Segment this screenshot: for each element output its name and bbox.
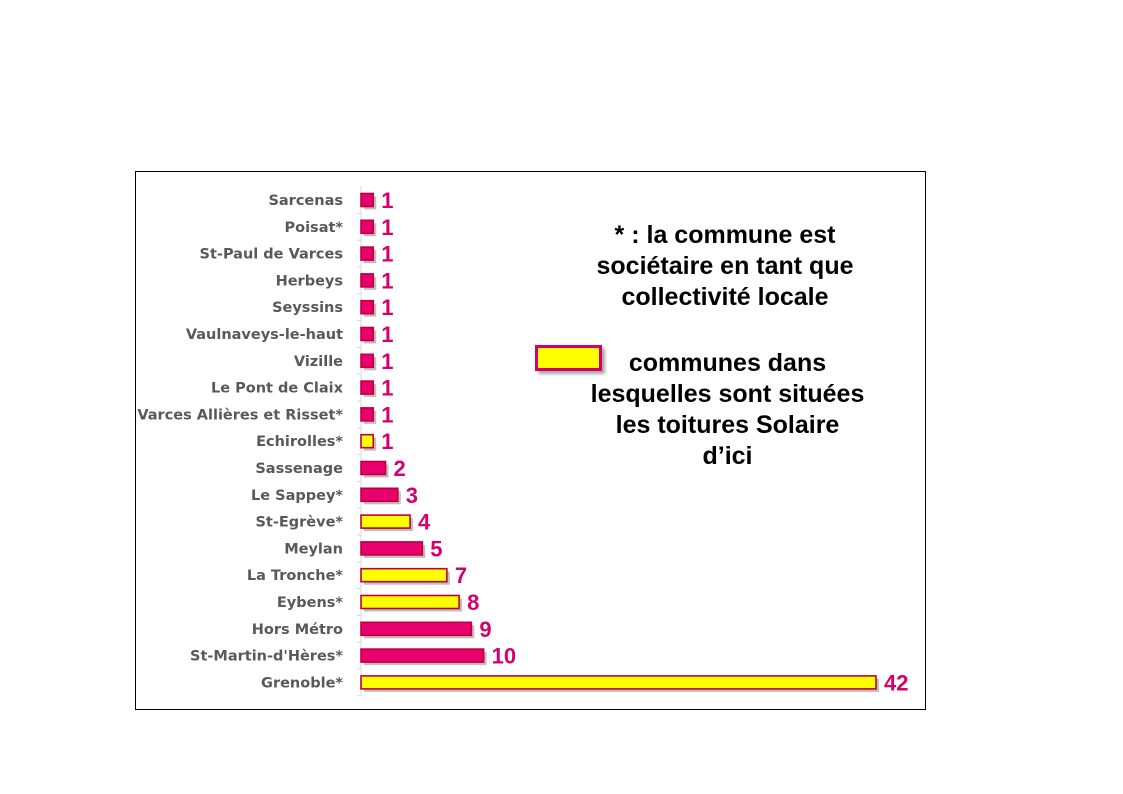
data-label: 8: [467, 590, 479, 615]
category-label: Vizille: [294, 354, 343, 370]
data-label: 1: [381, 295, 393, 320]
data-label: 1: [381, 215, 393, 240]
data-label: 1: [381, 402, 393, 427]
bar: [360, 273, 375, 288]
data-label: 4: [418, 510, 431, 535]
data-label: 1: [381, 242, 393, 267]
bar: [360, 380, 375, 395]
data-label: 1: [381, 429, 393, 454]
category-label: Varces Allières et Risset*: [137, 407, 343, 423]
bar: [360, 648, 485, 663]
bar: [360, 460, 387, 476]
bar-chart: Sarcenas 1 Poisat* 1 St-Paul de Varces 1 Herbe…: [137, 186, 908, 697]
category-label: Eybens*: [277, 595, 344, 611]
category-label: Sarcenas: [268, 193, 343, 209]
bar: [360, 299, 375, 315]
category-label: Le Pont de Claix: [211, 381, 344, 397]
data-label: 3: [406, 483, 418, 508]
category-label: Echirolles*: [256, 434, 343, 450]
chart-frame: Sarcenas 1 Poisat* 1 St-Paul de Varces 1 Herbe…: [135, 171, 926, 710]
category-label: Poisat*: [285, 220, 344, 236]
data-label: 1: [381, 322, 393, 347]
star-note-line: * : la commune est: [614, 221, 836, 249]
star-note-line: collectivité locale: [621, 283, 829, 311]
category-label: Le Sappey*: [251, 488, 343, 504]
category-label: Meylan: [284, 541, 343, 557]
category-label: Sassenage: [255, 461, 343, 477]
legend-note-line: les toitures Solaire: [615, 411, 840, 439]
data-label: 5: [430, 536, 442, 561]
data-label: 1: [381, 268, 393, 293]
legend-note: communes dans lesquelles sont situées le…: [565, 348, 890, 472]
data-label: 42: [884, 670, 908, 695]
star-note: * : la commune est sociétaire en tant qu…: [575, 220, 875, 313]
category-label: Seyssins: [272, 300, 343, 316]
category-label: St-Martin-d'Hères*: [190, 649, 343, 665]
bar: [360, 594, 460, 610]
bar: [360, 541, 424, 556]
bar: [360, 433, 375, 449]
data-label: 10: [492, 644, 516, 669]
category-label: Herbeys: [276, 273, 343, 289]
category-label: Grenoble*: [261, 675, 343, 691]
bar: [360, 192, 375, 208]
data-label: 2: [394, 456, 406, 481]
data-label: 7: [455, 563, 467, 588]
data-label: 9: [479, 617, 491, 642]
bar: [360, 219, 375, 235]
data-label: 1: [381, 376, 393, 401]
legend-note-line: communes dans: [628, 349, 827, 377]
bar: [360, 621, 473, 637]
legend-note-line: lesquelles sont situées: [590, 380, 865, 408]
data-label: 1: [381, 188, 393, 213]
bar: [360, 353, 375, 369]
data-label: 1: [381, 349, 393, 374]
bar: [360, 326, 375, 342]
category-label: Vaulnaveys-le-haut: [186, 327, 343, 343]
bar: [360, 407, 375, 422]
bar: [360, 246, 375, 261]
category-label: St-Paul de Varces: [200, 247, 343, 263]
bar: [360, 567, 448, 583]
star-note-line: sociétaire en tant que: [596, 252, 854, 280]
category-label: Hors Métro: [252, 622, 343, 638]
category-label: La Tronche*: [247, 568, 344, 584]
bar: [360, 514, 411, 529]
legend-swatch-yellow: [535, 345, 602, 371]
category-label: St-Egrève*: [255, 515, 343, 531]
legend-note-line: d’ici: [702, 442, 753, 470]
bar: [360, 675, 877, 690]
bar: [360, 487, 399, 503]
